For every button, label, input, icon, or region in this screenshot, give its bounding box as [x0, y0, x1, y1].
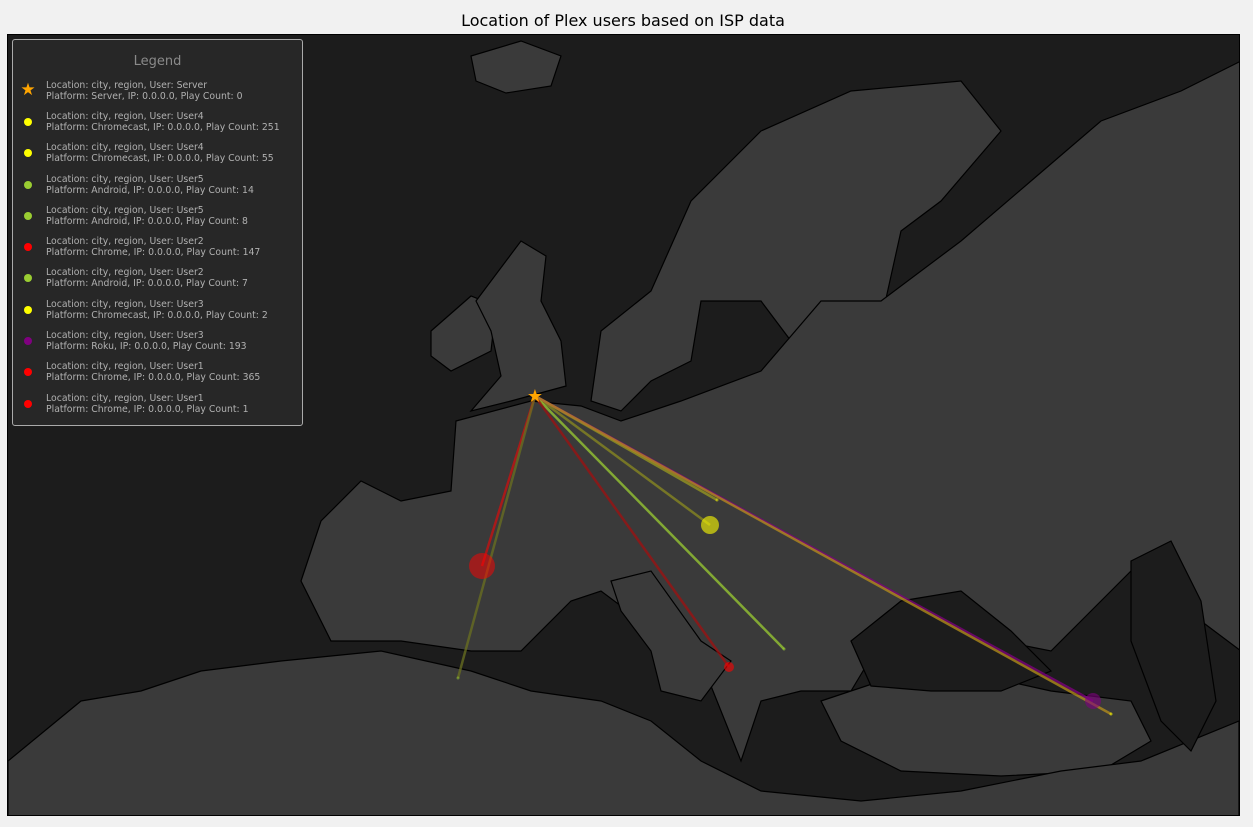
connection-lines	[456, 394, 1112, 716]
legend-platform-info: Platform: Chromecast, IP: 0.0.0.0, Play …	[46, 309, 268, 321]
legend-location-user: Location: city, region, User: User1	[46, 392, 204, 404]
user-location-marker	[715, 498, 719, 502]
chart-title: Location of Plex users based on ISP data	[461, 11, 785, 30]
legend-location-user: Location: city, region, User: User5	[46, 173, 204, 185]
legend-item: Location: city, region, User: User3 Platf…	[13, 294, 302, 325]
legend-item: Location: city, region, User: User4 Platf…	[13, 106, 302, 137]
legend-location-user: Location: city, region, User: User3	[46, 298, 204, 310]
land	[7, 40, 1242, 818]
dot-marker-icon	[24, 337, 32, 346]
map: ★	[7, 34, 1242, 818]
legend-item: Location: city, region, User: User3 Platf…	[13, 325, 302, 356]
legend-platform-info: Platform: Chromecast, IP: 0.0.0.0, Play …	[46, 121, 280, 133]
dot-marker-icon	[24, 149, 32, 158]
dot-marker-icon	[24, 305, 32, 314]
legend-item: Location: city, region, User: User2 Platf…	[13, 263, 302, 294]
legend-location-user: Location: city, region, User: User4	[46, 142, 204, 154]
land-scandinavia	[590, 80, 1002, 412]
legend-platform-info: Platform: Chrome, IP: 0.0.0.0, Play Coun…	[46, 403, 249, 415]
dot-marker-icon	[24, 274, 32, 283]
sea-black-sea	[850, 590, 1053, 692]
connection-line	[533, 395, 731, 668]
user-location-marker	[701, 516, 719, 534]
legend-location-user: Location: city, region, User: User3	[46, 330, 204, 342]
sea-caspian	[1130, 540, 1217, 753]
user-location-marker	[1109, 712, 1113, 716]
dot-marker-icon	[24, 211, 32, 220]
legend-platform-info: Platform: Chromecast, IP: 0.0.0.0, Play …	[46, 153, 274, 165]
legend-platform-info: Platform: Chrome, IP: 0.0.0.0, Play Coun…	[46, 247, 261, 259]
legend-item: Location: city, region, User: User5 Platf…	[13, 200, 302, 231]
connection-line	[456, 395, 537, 679]
legend-platform-info: Platform: Server, IP: 0.0.0.0, Play Coun…	[46, 90, 243, 102]
map-canvas: ★	[7, 40, 1242, 818]
legend-location-user: Location: city, region, User: Server	[46, 79, 208, 91]
user-markers: ★	[456, 386, 1113, 716]
legend-location-user: Location: city, region, User: User5	[46, 204, 204, 216]
user-location-marker	[456, 676, 460, 680]
connection-line	[534, 394, 1112, 716]
land-ireland	[430, 295, 497, 372]
land-italy	[610, 570, 732, 702]
land-iceland	[470, 40, 562, 94]
land-africa	[7, 650, 1240, 818]
legend-location-user: Location: city, region, User: User2	[46, 267, 204, 279]
legend-item: Location: city, region, User: User5 Platf…	[13, 169, 302, 200]
user-location-marker	[1085, 693, 1101, 709]
user-location-marker	[469, 553, 495, 579]
legend-item: Location: city, region, User: User2 Platf…	[13, 231, 302, 262]
legend-platform-info: Platform: Roku, IP: 0.0.0.0, Play Count:…	[46, 341, 247, 353]
legend: Legend ★ Location: city, region, User: Se…	[12, 39, 303, 426]
dot-marker-icon	[24, 117, 32, 126]
server-star-icon: ★	[527, 386, 543, 407]
dot-marker-icon	[24, 368, 32, 377]
dot-marker-icon	[24, 399, 32, 408]
legend-item: Location: city, region, User: User4 Platf…	[13, 138, 302, 169]
legend-item: ★ Location: city, region, User: Server Pla…	[13, 75, 302, 106]
legend-platform-info: Platform: Android, IP: 0.0.0.0, Play Cou…	[46, 215, 248, 227]
legend-item: Location: city, region, User: User1 Platf…	[13, 357, 302, 388]
legend-location-user: Location: city, region, User: User4	[46, 110, 204, 122]
land-britain	[469, 240, 567, 413]
legend-platform-info: Platform: Android, IP: 0.0.0.0, Play Cou…	[46, 184, 254, 196]
legend-title: Legend	[133, 54, 182, 69]
user-location-marker	[724, 662, 734, 672]
user-location-marker	[782, 647, 786, 651]
legend-location-user: Location: city, region, User: User2	[46, 236, 204, 248]
legend-location-user: Location: city, region, User: User1	[46, 361, 204, 373]
legend-platform-info: Platform: Chrome, IP: 0.0.0.0, Play Coun…	[46, 372, 261, 384]
dot-marker-icon	[24, 243, 32, 252]
dot-marker-icon	[24, 180, 32, 189]
legend-platform-info: Platform: Android, IP: 0.0.0.0, Play Cou…	[46, 278, 248, 290]
connection-line	[534, 394, 711, 527]
connection-line	[534, 395, 785, 650]
star-icon: ★	[20, 80, 36, 101]
legend-item: Location: city, region, User: User1 Platf…	[13, 388, 302, 419]
